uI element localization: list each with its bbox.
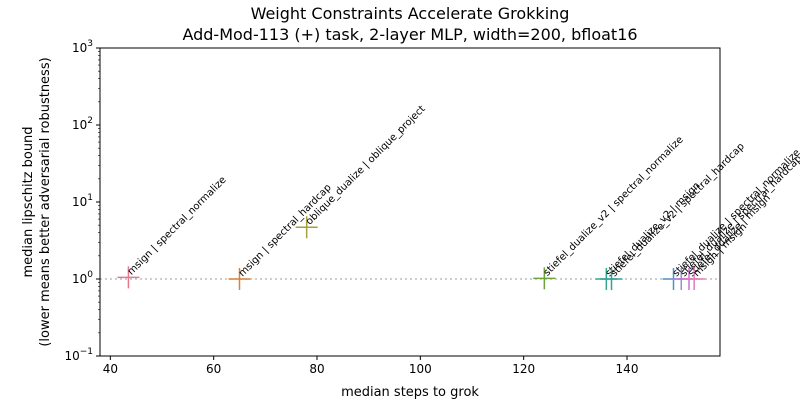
point-label: msign | spectral_normalize: [126, 175, 229, 278]
y-tick-label: 101: [72, 193, 93, 209]
x-tick-label: 40: [103, 362, 118, 376]
y-tick-label: 10−1: [64, 347, 93, 363]
y-tick-label: 100: [72, 270, 93, 286]
scatter-points: msign | spectral_normalize msign | spectr…: [117, 104, 800, 290]
chart-title: Weight Constraints Accelerate Grokking: [251, 4, 570, 23]
scatter-point: msign | spectral_normalize: [117, 175, 229, 289]
y-axis-label-line1: median lipschitz bound: [21, 126, 36, 277]
x-tick-label: 140: [616, 362, 639, 376]
x-tick-label: 60: [206, 362, 221, 376]
plot-area: msign | spectral_normalize msign | spectr…: [64, 39, 800, 376]
scatter-point: msign | spectral_hardcap: [228, 182, 334, 290]
chart-subtitle: Add-Mod-113 (+) task, 2-layer MLP, width…: [182, 25, 637, 44]
x-tick-label: 80: [309, 362, 324, 376]
point-label: stiefel_dualize_v2 | spectral_hardcap: [609, 141, 747, 279]
x-tick-label: 100: [409, 362, 432, 376]
y-axis-ticks: 10−1 100 101 102 103: [64, 39, 100, 363]
y-tick-label: 103: [72, 39, 93, 55]
scatter-point: oblique_dualize | oblique_project: [295, 104, 428, 239]
point-label: oblique_dualize | oblique_project: [304, 104, 428, 228]
point-label: stiefel_dualize_v2 | spectral_normalize: [542, 134, 686, 278]
point-label: msign | spectral_hardcap: [237, 182, 334, 279]
x-axis-label: median steps to grok: [341, 385, 479, 400]
x-axis-ticks: 40 60 80 100 120 140: [103, 356, 639, 376]
y-axis-label-line2: (lower means better adversarial robustne…: [38, 57, 53, 346]
y-tick-label: 102: [72, 116, 93, 132]
x-tick-label: 120: [512, 362, 535, 376]
